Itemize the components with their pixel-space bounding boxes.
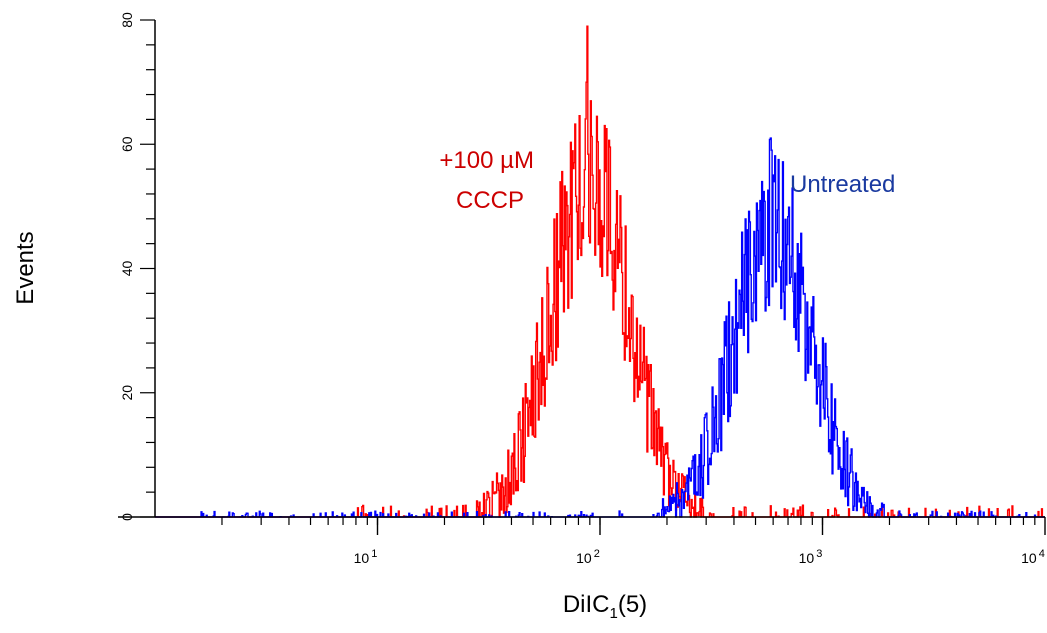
y-tick-label: 40	[119, 261, 135, 277]
x-ticks: 10 1 10 2 10 3 10 4	[221, 517, 1046, 566]
y-tick-label: 0	[119, 513, 135, 521]
x-axis-title-main: DiIC	[563, 591, 610, 618]
x-tick-label: 10 4	[1021, 548, 1045, 566]
y-tick-label: 80	[119, 12, 135, 28]
y-axis-title: Events	[12, 231, 39, 304]
y-tick-label: 60	[119, 136, 135, 152]
x-axis-title: DiIC1(5)	[563, 591, 647, 622]
series-layer	[155, 25, 1045, 518]
x-axis-title-subscript: 1	[609, 605, 617, 622]
untreated-annotation: Untreated	[790, 171, 895, 198]
y-ticks: 0 20 40 60 80	[119, 12, 155, 521]
cccp-annotation-line-1: +100 µM	[439, 147, 534, 174]
cccp-annotation-line-2: CCCP	[456, 187, 524, 214]
cccp-annotation: +100 µM CCCP	[439, 147, 540, 214]
x-tick-label: 10 1	[354, 548, 378, 566]
x-tick-label: 10 3	[799, 548, 823, 566]
axes-layer	[118, 20, 1045, 518]
series-line-cccp	[155, 25, 1045, 518]
y-tick-label: 20	[119, 385, 135, 401]
untreated-annotation-line-1: Untreated	[790, 171, 895, 198]
x-axis-title-tail: (5)	[618, 591, 647, 618]
x-tick-label: 10 2	[576, 548, 600, 566]
